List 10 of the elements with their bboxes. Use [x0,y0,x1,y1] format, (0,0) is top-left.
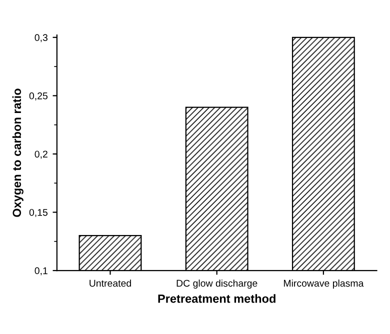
y-tick-label: 0,25 [29,92,48,100]
x-tick-label: DC glow discharge [176,280,258,289]
y-tick-label: 0,15 [29,208,48,218]
x-axis-title: Pretreatment method [158,294,276,303]
y-axis-title: Oxygen to carbon ratio [12,88,24,217]
x-tick-label: Untreated [90,280,131,287]
y-tick-label: 0,3 [34,34,48,42]
y-tick-label: 0,1 [34,267,48,276]
x-tick-label: Mircowave plasma [284,280,364,289]
y-tick-label: 0,2 [34,150,48,159]
